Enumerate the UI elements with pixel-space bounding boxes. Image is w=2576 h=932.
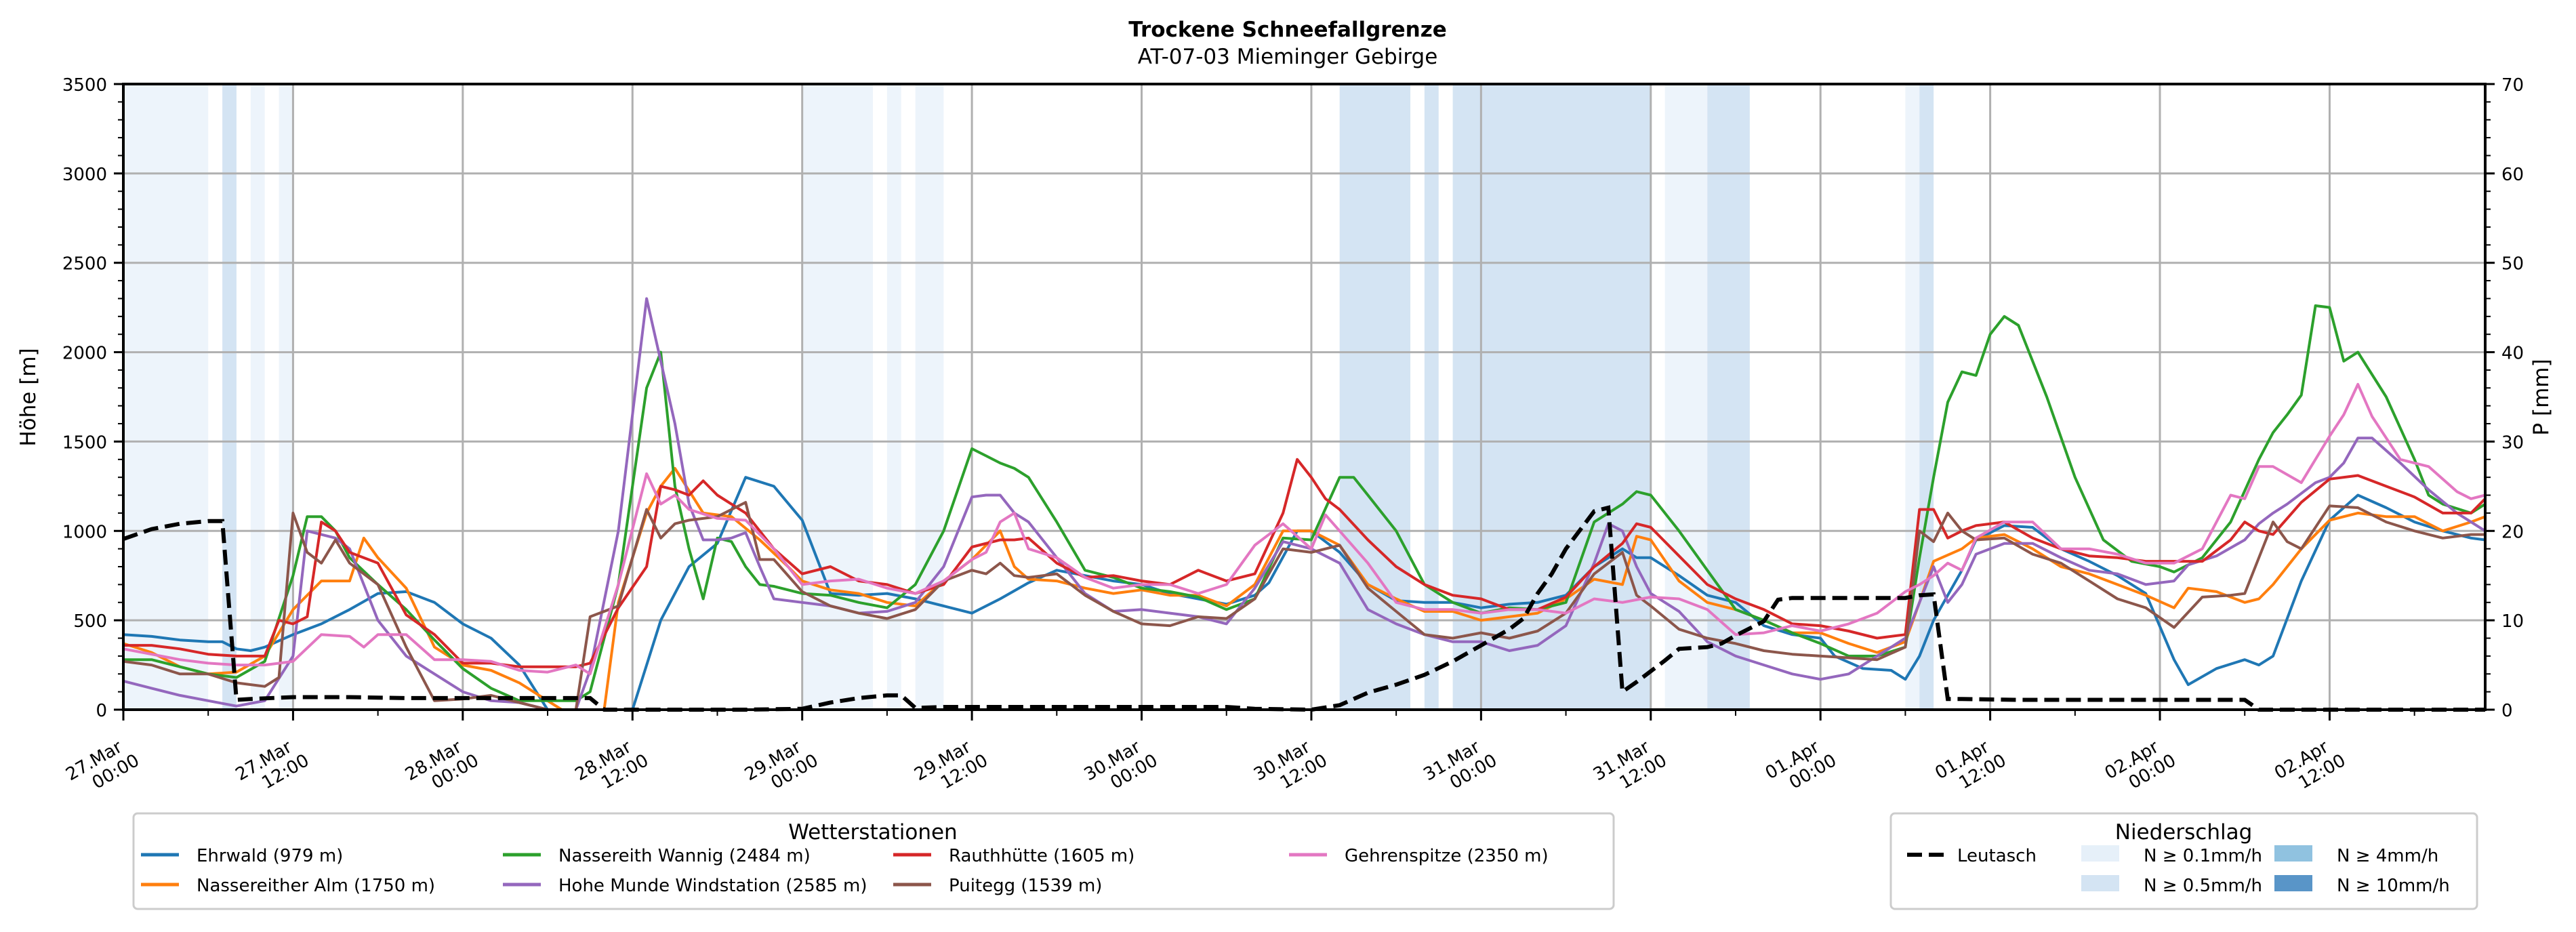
precip-band	[915, 84, 944, 710]
y-tick-label: 2000	[62, 344, 107, 364]
precip-band	[1452, 84, 1651, 710]
precip-band	[886, 84, 901, 710]
legend-label: Nassereith Wannig (2484 m)	[558, 846, 811, 866]
legend-label: N ≥ 10mm/h	[2337, 876, 2450, 896]
y2-tick-label: 20	[2501, 522, 2524, 542]
chart-subtitle: AT-07-03 Mieminger Gebirge	[1138, 45, 1438, 69]
legend-label: Gehrenspitze (2350 m)	[1345, 846, 1549, 866]
legend-precip-frame	[1889, 812, 2478, 910]
y-tick-label: 500	[73, 611, 107, 632]
series-line	[123, 297, 2487, 711]
legend-stations-title: Wetterstationen	[788, 820, 957, 845]
y-tick-label: 3500	[62, 75, 107, 96]
series-line	[123, 467, 2486, 711]
legend-label: Ehrwald (979 m)	[197, 846, 343, 866]
legend-stations-items: Ehrwald (979 m) Nassereither Alm (1750 m)…	[141, 846, 1549, 896]
precip-band	[802, 84, 874, 710]
series-lines	[123, 297, 2487, 712]
y-tick-label: 1500	[62, 432, 107, 453]
legend-precip-items: Leutasch N ≥ 0.1mm/h N ≥ 0.5mm/h N ≥ 4mm/h N…	[1907, 845, 2450, 896]
y2-tick-label: 70	[2501, 75, 2524, 96]
y-tick-label: 0	[96, 701, 107, 721]
y2-tick-label: 60	[2501, 165, 2524, 185]
legend-label: N ≥ 0.1mm/h	[2144, 846, 2262, 866]
legend-swatch-patch	[2274, 845, 2312, 862]
y2-tick-label: 10	[2501, 611, 2524, 632]
precip-band	[250, 84, 265, 710]
legend-label: N ≥ 4mm/h	[2337, 846, 2438, 866]
precip-band	[1339, 84, 1411, 710]
y2-axis-label: P [mm]	[2529, 359, 2554, 435]
legend-label: Puitegg (1539 m)	[949, 876, 1102, 896]
legend-label: Nassereither Alm (1750 m)	[197, 876, 435, 896]
series-line	[123, 383, 2486, 676]
plot-frame	[122, 83, 2487, 711]
precip-bands	[123, 84, 1934, 710]
chart-title: Trockene Schneefallgrenze	[1128, 18, 1447, 42]
legend-label: Leutasch	[1957, 846, 2037, 866]
y-tick-label: 2500	[62, 254, 107, 275]
precip-band	[1424, 84, 1439, 710]
legend-precip-title: Niederschlag	[2115, 820, 2253, 845]
precip-band	[1919, 84, 1934, 710]
legend-stations: Wetterstationen Ehrwald (979 m) Nassereit…	[132, 812, 1615, 910]
series-line	[123, 476, 2486, 711]
legend-label: Hohe Munde Windstation (2585 m)	[558, 876, 867, 896]
legend-swatch-patch	[2081, 875, 2119, 891]
y2-tick-label: 30	[2501, 432, 2524, 453]
series-line	[123, 458, 2487, 668]
y2-tick-label: 50	[2501, 254, 2524, 275]
legend-label: Rauthhütte (1605 m)	[949, 846, 1134, 866]
precip-band	[123, 84, 209, 710]
y-axis-label: Höhe [m]	[16, 348, 41, 446]
legend-swatch-patch	[2274, 875, 2312, 891]
series-line	[123, 304, 2487, 702]
precip-band	[1664, 84, 1708, 710]
y-tick-label: 3000	[62, 165, 107, 185]
legend-label: N ≥ 0.5mm/h	[2144, 876, 2262, 896]
legend-precip: Niederschlag Leutasch N ≥ 0.1mm/h N ≥ 0.5m…	[1889, 812, 2478, 910]
y-tick-label: 1000	[62, 522, 107, 542]
y2-tick-label: 0	[2501, 701, 2513, 721]
legend-swatch-patch	[2081, 845, 2119, 862]
grid	[123, 84, 2485, 710]
y2-tick-label: 40	[2501, 344, 2524, 364]
leutasch-line	[123, 505, 2485, 712]
